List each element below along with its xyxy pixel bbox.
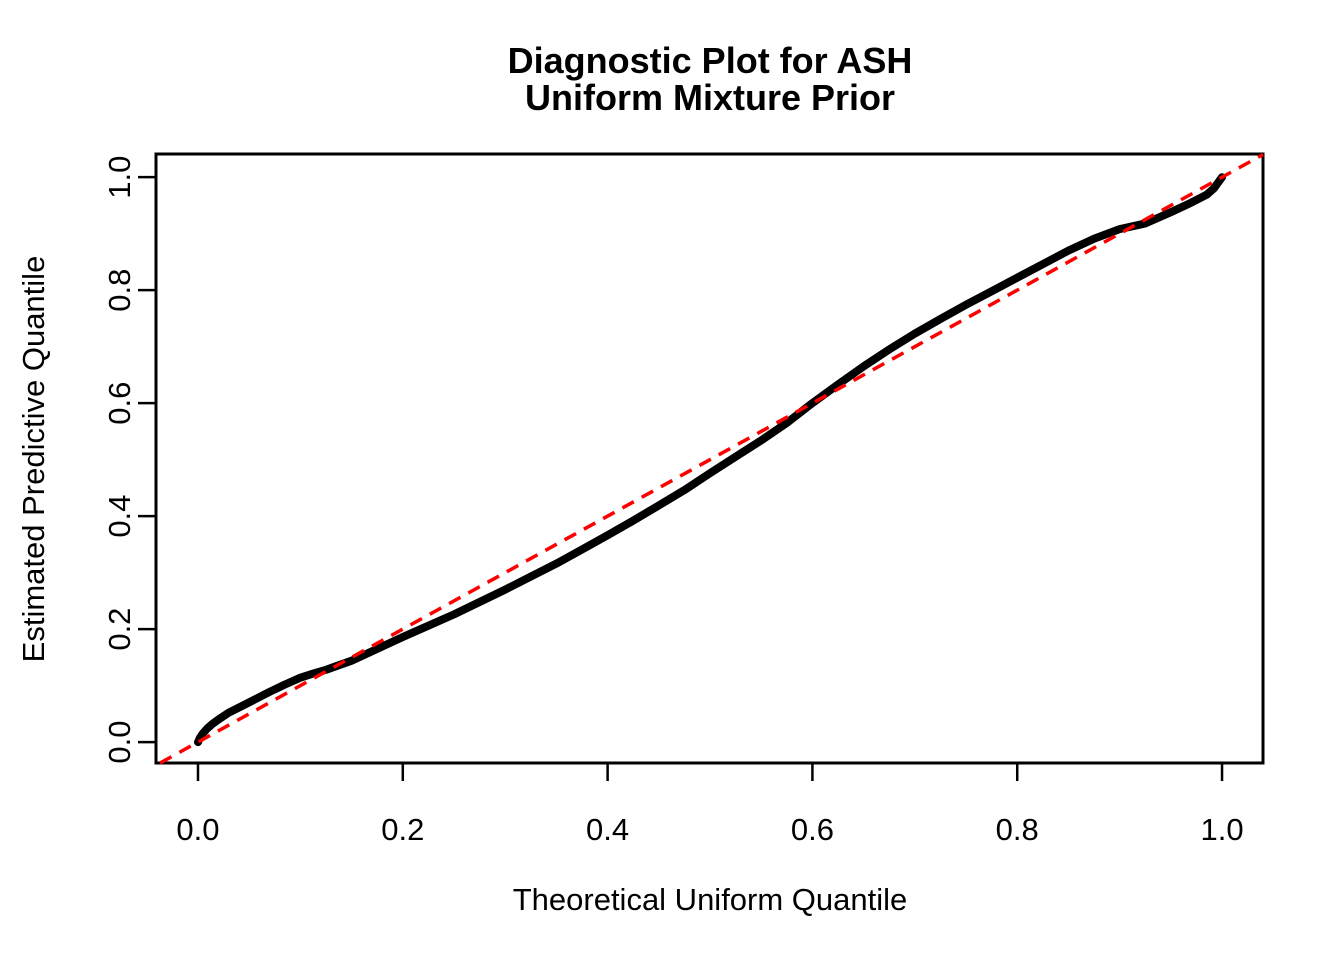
y-tick-label: 0.8 <box>102 269 137 312</box>
qq-curve <box>194 173 1226 747</box>
x-axis-title: Theoretical Uniform Quantile <box>512 882 908 917</box>
y-tick-label: 0.6 <box>102 382 137 425</box>
y-tick-label: 0.0 <box>102 721 137 764</box>
y-tick-label: 1.0 <box>102 156 137 199</box>
x-tick-label: 0.6 <box>791 812 834 847</box>
plot-title-line2: Uniform Mixture Prior <box>524 77 896 118</box>
plot-box <box>154 152 1265 765</box>
x-tick-label: 1.0 <box>1200 812 1243 847</box>
plot-title: Diagnostic Plot for ASH Uniform Mixture … <box>76 42 1344 116</box>
y-tick-label: 0.2 <box>102 608 137 651</box>
x-tick-label: 0.8 <box>996 812 1039 847</box>
plot-title-line1: Diagnostic Plot for ASH <box>507 40 913 81</box>
y-axis-title: Estimated Predictive Quantile <box>16 255 51 663</box>
identity-reference-line <box>159 153 1264 765</box>
x-tick-label: 0.4 <box>586 812 629 847</box>
x-tick-label: 0.2 <box>381 812 424 847</box>
y-tick-label: 0.4 <box>102 495 137 538</box>
x-tick-label: 0.0 <box>176 812 219 847</box>
